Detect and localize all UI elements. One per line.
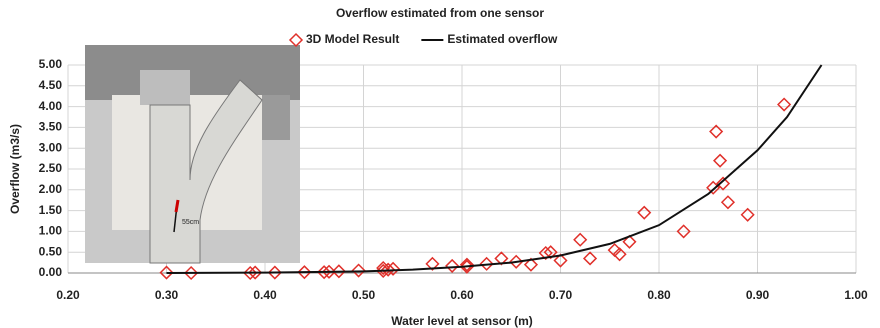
inset-roof xyxy=(85,45,300,100)
marker xyxy=(722,196,734,208)
y-tick-label: 3.00 xyxy=(39,140,63,154)
x-tick-label: 0.30 xyxy=(155,288,179,302)
x-tick-label: 0.80 xyxy=(647,288,671,302)
inset-annotation: 55cm xyxy=(182,219,199,226)
x-tick-label: 0.50 xyxy=(352,288,376,302)
y-axis-label: Overflow (m3/s) xyxy=(8,124,22,214)
legend-swatch xyxy=(290,34,302,46)
marker xyxy=(778,99,790,111)
x-tick-label: 0.20 xyxy=(56,288,80,302)
y-tick-label: 3.50 xyxy=(39,120,63,134)
inset-sensor xyxy=(176,200,178,212)
chart-title: Overflow estimated from one sensor xyxy=(336,6,544,20)
y-tick-label: 2.00 xyxy=(39,182,63,196)
y-tick-label: 2.50 xyxy=(39,161,63,175)
inset-image: 55cm xyxy=(85,45,300,263)
legend-label: 3D Model Result xyxy=(306,32,399,46)
y-tick-label: 0.00 xyxy=(39,265,63,279)
marker xyxy=(446,260,458,272)
marker xyxy=(584,252,596,264)
x-tick-label: 0.40 xyxy=(253,288,277,302)
inset-block xyxy=(262,95,290,140)
y-tick-label: 5.00 xyxy=(39,57,63,71)
legend-label: Estimated overflow xyxy=(447,32,558,46)
x-tick-label: 0.60 xyxy=(450,288,474,302)
marker xyxy=(574,234,586,246)
chart: Overflow estimated from one sensor Water… xyxy=(0,0,880,328)
marker xyxy=(714,155,726,167)
inset-pipe-top xyxy=(140,70,190,105)
legend: 3D Model Result Estimated overflow xyxy=(290,32,558,46)
x-axis-label: Water level at sensor (m) xyxy=(391,314,533,328)
y-tick-label: 4.00 xyxy=(39,99,63,113)
y-tick-label: 1.00 xyxy=(39,224,63,238)
y-tick-label: 4.50 xyxy=(39,78,63,92)
y-tick-label: 1.50 xyxy=(39,203,63,217)
y-tick-label: 0.50 xyxy=(39,244,63,258)
x-tick-label: 1.00 xyxy=(844,288,868,302)
x-tick-label: 0.90 xyxy=(746,288,770,302)
x-tick-label: 0.70 xyxy=(549,288,573,302)
marker xyxy=(638,207,650,219)
